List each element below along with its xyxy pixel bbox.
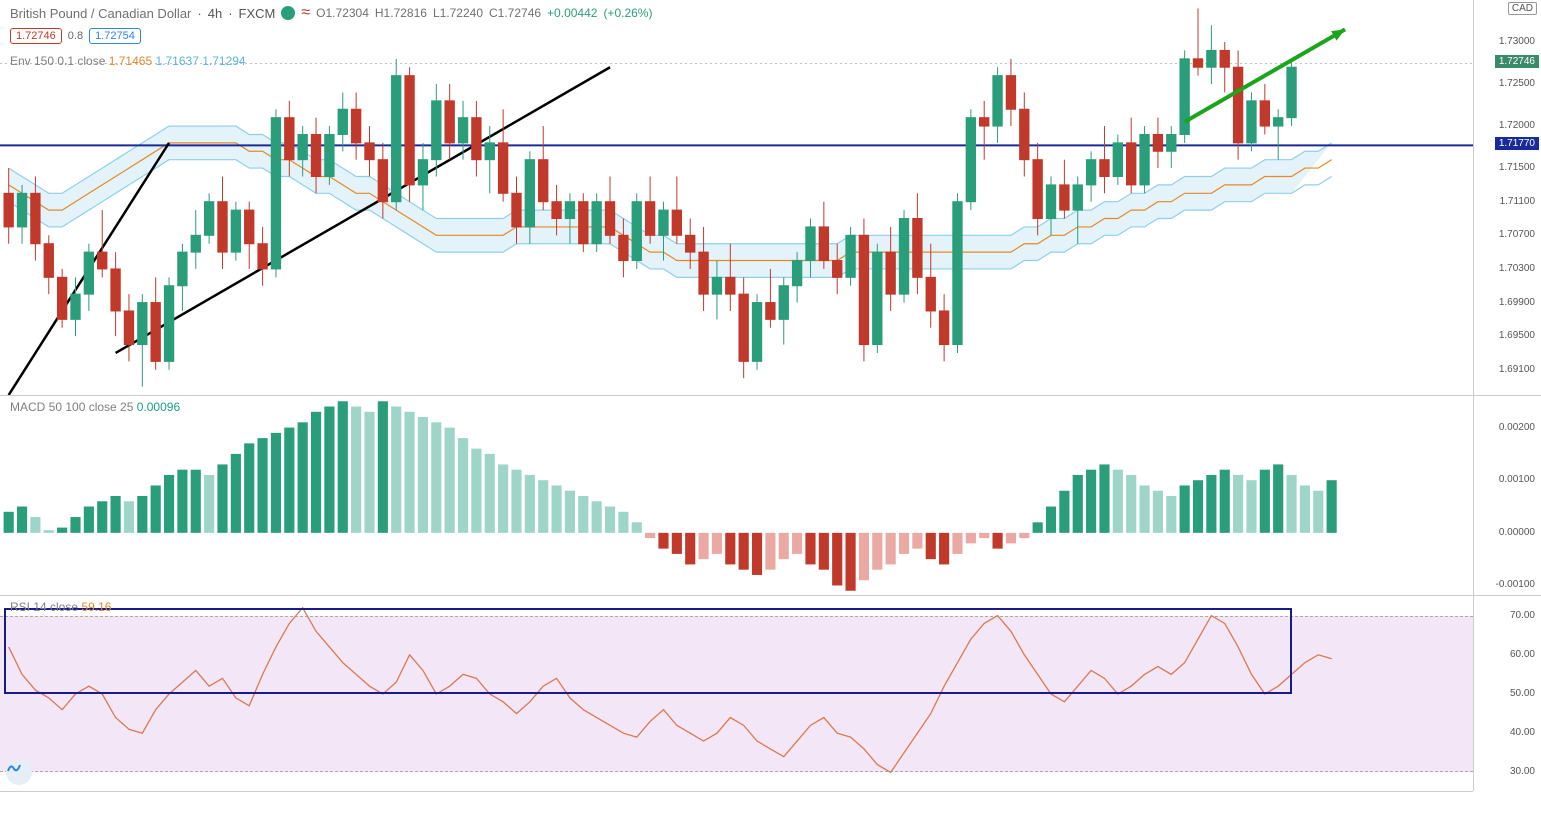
- bid-box[interactable]: 1.72746: [10, 28, 62, 44]
- chart-header: British Pound / Canadian Dollar · 4h · F…: [10, 4, 652, 22]
- rsi-label: RSI 14 close 59.16: [10, 600, 111, 614]
- price-boxes: 1.72746 0.8 1.72754: [10, 28, 141, 44]
- symbol-name: British Pound / Canadian Dollar: [10, 6, 191, 21]
- interval: 4h: [208, 6, 222, 21]
- rsi-panel[interactable]: 30.0040.0050.0060.0070.00 RSI 14 close 5…: [0, 595, 1541, 791]
- data-source: FXCM: [239, 6, 276, 21]
- ohlc-low: L1.72240: [433, 6, 483, 20]
- ohlc-close: C1.72746: [489, 6, 541, 20]
- currency-label: CAD: [1508, 2, 1537, 15]
- ask-box[interactable]: 1.72754: [89, 28, 141, 44]
- macd-label: MACD 50 100 close 25 0.00096: [10, 400, 180, 414]
- change: +0.00442: [547, 6, 597, 20]
- spread: 0.8: [68, 30, 83, 42]
- price-panel[interactable]: CAD 1.691001.695001.699001.703001.707001…: [0, 0, 1541, 395]
- logo-icon[interactable]: [6, 759, 32, 785]
- trading-chart: CAD 1.691001.695001.699001.703001.707001…: [0, 0, 1541, 819]
- ohlc-open: O1.72304: [316, 6, 369, 20]
- ohlc-high: H1.72816: [375, 6, 427, 20]
- change-pct: (+0.26%): [603, 6, 652, 20]
- envelope-label: Env 150 0.1 close 1.71465 1.71637 1.7129…: [10, 54, 246, 68]
- macd-panel[interactable]: -0.001000.000000.001000.00200 MACD 50 10…: [0, 395, 1541, 595]
